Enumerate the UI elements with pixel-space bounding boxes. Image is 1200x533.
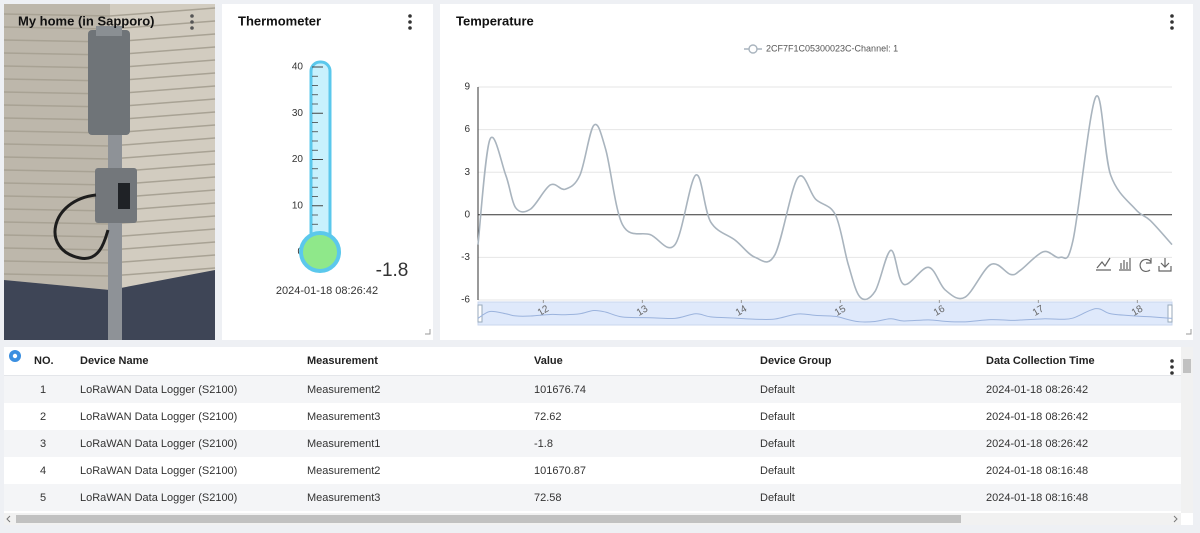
table-cell: 101676.74: [534, 375, 760, 403]
thermometer-tube: [309, 60, 332, 256]
y-tick-label: 0: [464, 209, 470, 220]
x-tick-label: 17: [1031, 303, 1047, 318]
table-row[interactable]: 3 LoRaWAN Data Logger (S2100) Measurement1…: [4, 430, 1181, 457]
x-tick-label: 14: [734, 303, 750, 318]
table-cell: Default: [760, 410, 795, 423]
legend-marker: [748, 44, 758, 54]
x-tick-label: 15: [833, 303, 849, 318]
menu-icon[interactable]: [190, 14, 194, 30]
scroll-thumb[interactable]: [16, 515, 961, 523]
table-cell: 4: [40, 464, 47, 477]
spacer: [4, 457, 34, 484]
photo: [3, 4, 216, 340]
thermometer-bulb: [299, 231, 341, 273]
tick-label: 20: [292, 154, 304, 165]
line-series: [477, 95, 1173, 301]
tick-label: 10: [292, 200, 304, 211]
slider-preview: [477, 308, 1173, 323]
column-header: Measurement: [307, 347, 534, 376]
table-cell: Default: [760, 464, 795, 477]
table-cell: 72.58: [534, 484, 760, 511]
table-cell: Measurement3: [307, 410, 381, 423]
table-cell: 101670.87: [534, 464, 586, 477]
tick-label: 30: [292, 108, 304, 119]
spacer: [4, 403, 34, 430]
table-cell: 2024-01-18 08:26:42: [986, 430, 1181, 457]
scroll-thumb[interactable]: [1183, 359, 1191, 373]
y-tick-label: 3: [464, 167, 470, 178]
table-cell: 3: [34, 430, 80, 457]
table-cell: Default: [760, 430, 986, 457]
y-tick-label: -3: [461, 252, 470, 263]
table-cell: LoRaWAN Data Logger (S2100): [80, 430, 307, 457]
menu-icon[interactable]: [408, 14, 412, 30]
table-panel: NO. Device Name Measurement Value Device Gro…: [4, 347, 1193, 525]
scroll-arrows[interactable]: [6, 515, 1178, 523]
x-tick-label: 13: [635, 303, 651, 318]
toolbox[interactable]: [1096, 257, 1172, 273]
column-header: NO.: [34, 347, 80, 376]
slider-handle: [477, 304, 483, 323]
table-cell: LoRaWAN Data Logger (S2100): [80, 484, 307, 511]
table-cell: Measurement2: [307, 464, 381, 477]
column-header: Data Collection Time: [986, 347, 1181, 376]
tick-label: 40: [292, 62, 304, 73]
thermometer-value: -1.8: [376, 260, 409, 281]
table-cell: Measurement3: [307, 484, 534, 511]
column-header: Device Group: [760, 347, 986, 376]
spacer: [4, 347, 34, 376]
table-cell: 2024-01-18 08:26:42: [986, 375, 1181, 403]
table-cell: LoRaWAN Data Logger (S2100): [80, 464, 238, 477]
table-cell: 2: [40, 410, 47, 423]
chart-title: Temperature: [456, 13, 534, 28]
table-cell: 5: [34, 484, 80, 511]
table-cell: 72.62: [534, 410, 562, 423]
panel-title: My home (in Sapporo): [18, 13, 155, 28]
table-cell: Default: [760, 484, 986, 511]
panel-title: Thermometer: [238, 13, 321, 28]
table-cell: 2024-01-18 08:16:48: [986, 484, 1181, 511]
y-tick-label: -6: [461, 295, 470, 306]
menu-icon[interactable]: [1170, 14, 1174, 30]
spacer: [4, 430, 34, 457]
table-cell: 2024-01-18 08:16:48: [986, 464, 1089, 477]
spacer: [4, 484, 34, 511]
slider-handle: [1167, 304, 1173, 323]
data-table: NO. Device Name Measurement Value Device Gro…: [4, 347, 1181, 511]
resize-handle[interactable]: [425, 329, 431, 335]
column-header: Device Name: [80, 347, 307, 376]
spacer: [4, 375, 34, 403]
table-cell: 1: [34, 375, 80, 403]
table-cell: LoRaWAN Data Logger (S2100): [80, 375, 307, 403]
y-tick-label: 6: [464, 124, 470, 135]
table-cell: Measurement1: [307, 430, 534, 457]
table-row[interactable]: 2 LoRaWAN Data Logger (S2100) Measurement3…: [4, 403, 1181, 430]
timestamp: 2024-01-18 08:26:42: [276, 285, 378, 297]
table-row[interactable]: 1 LoRaWAN Data Logger (S2100) Measurement2…: [4, 375, 1181, 403]
x-tick-label: 18: [1130, 303, 1146, 318]
table-row[interactable]: 4 LoRaWAN Data Logger (S2100) Measurement2…: [4, 457, 1181, 484]
table-cell: 2024-01-18 08:26:42: [986, 410, 1089, 423]
table-cell: LoRaWAN Data Logger (S2100): [80, 410, 238, 423]
table-row[interactable]: 5 LoRaWAN Data Logger (S2100) Measurement3…: [4, 484, 1181, 511]
vertical-scrollbar[interactable]: [1181, 347, 1193, 513]
y-tick-label: 9: [464, 82, 470, 93]
table-cell: -1.8: [534, 430, 760, 457]
table-cell: Measurement2: [307, 375, 534, 403]
column-header: Value: [534, 347, 760, 376]
table-cell: Default: [760, 375, 986, 403]
x-tick-label: 16: [932, 303, 948, 318]
legend-label: 2CF7F1C05300023C-Channel: 1: [766, 43, 898, 53]
dashboard-top: My home (in Sapporo) Thermometer 0 10 20 30…: [3, 4, 1193, 340]
resize-handle[interactable]: [1186, 329, 1192, 335]
